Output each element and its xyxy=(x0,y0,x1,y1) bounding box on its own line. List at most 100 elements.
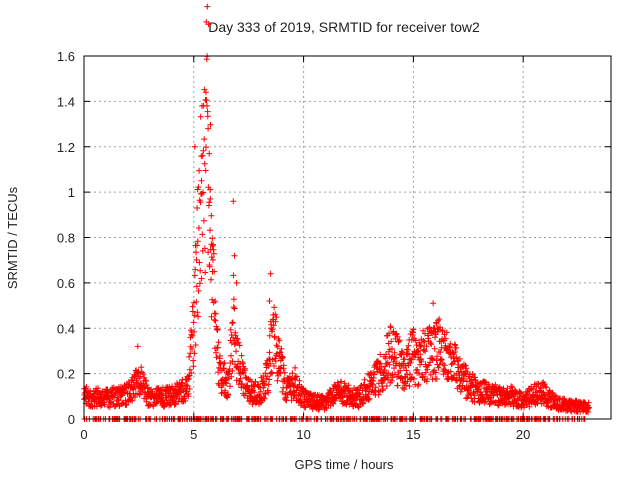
data-point xyxy=(208,241,215,248)
y-tick-label: 1.2 xyxy=(57,140,75,155)
data-point xyxy=(404,371,411,378)
data-point xyxy=(543,384,550,391)
data-point xyxy=(201,245,208,252)
data-point xyxy=(210,250,217,257)
grid-lines xyxy=(84,56,611,419)
data-point xyxy=(438,356,445,363)
data-point xyxy=(131,394,138,401)
data-point xyxy=(106,404,113,411)
data-point xyxy=(136,391,143,398)
data-point xyxy=(193,298,200,305)
data-point xyxy=(277,370,284,377)
data-point xyxy=(396,337,403,344)
data-point xyxy=(453,354,460,361)
data-point xyxy=(207,227,213,234)
y-tick-label: 0.4 xyxy=(57,321,75,336)
data-point xyxy=(228,352,234,359)
data-point xyxy=(391,349,398,356)
data-point xyxy=(214,344,221,351)
data-point xyxy=(218,390,225,397)
data-point xyxy=(201,160,208,167)
data-point xyxy=(208,313,215,320)
data-point xyxy=(101,401,108,408)
y-tick-label: 0.6 xyxy=(57,276,75,291)
data-point xyxy=(377,351,384,358)
data-point xyxy=(279,354,286,361)
data-point xyxy=(315,406,322,413)
data-point xyxy=(211,316,218,323)
data-point xyxy=(523,391,530,398)
data-point xyxy=(277,349,284,356)
data-point xyxy=(508,383,515,390)
data-point xyxy=(567,407,574,414)
data-point xyxy=(186,386,193,392)
data-point xyxy=(442,335,449,342)
data-point xyxy=(200,147,207,154)
data-point xyxy=(457,388,464,395)
data-point xyxy=(205,249,212,256)
y-tick-label: 0 xyxy=(68,412,75,427)
data-point xyxy=(410,326,417,333)
data-point xyxy=(251,389,258,396)
data-point xyxy=(399,384,406,391)
data-point xyxy=(274,343,281,350)
y-tick-label: 1.4 xyxy=(57,94,75,109)
data-point xyxy=(185,390,192,397)
data-point xyxy=(264,373,271,380)
data-point xyxy=(205,125,212,132)
data-point xyxy=(492,381,499,388)
data-point xyxy=(196,280,203,287)
data-point xyxy=(470,381,477,388)
data-point xyxy=(279,388,286,395)
data-point xyxy=(129,397,136,404)
data-point xyxy=(201,86,208,93)
data-point xyxy=(272,355,278,362)
data-point xyxy=(233,279,240,286)
data-point xyxy=(231,252,238,259)
data-point xyxy=(427,371,434,378)
data-point xyxy=(401,356,408,363)
data-point xyxy=(189,308,196,315)
data-point xyxy=(422,348,429,355)
y-axis-label: SRMTID / TECUs xyxy=(5,186,20,289)
data-point xyxy=(202,89,209,96)
data-point xyxy=(193,256,200,263)
data-point xyxy=(322,404,329,411)
data-point xyxy=(375,391,382,398)
data-point xyxy=(436,316,443,323)
data-point xyxy=(267,270,274,277)
data-point xyxy=(251,382,258,389)
data-point xyxy=(154,399,160,406)
data-point xyxy=(208,254,215,261)
data-point xyxy=(401,386,408,393)
data-point xyxy=(432,334,438,341)
data-point xyxy=(196,167,203,174)
data-point xyxy=(288,376,295,382)
data-point xyxy=(230,304,237,311)
data-point xyxy=(202,269,209,276)
data-point xyxy=(526,403,533,410)
data-point xyxy=(207,121,214,128)
data-point xyxy=(442,342,449,349)
data-point xyxy=(255,383,262,390)
data-point xyxy=(421,338,428,345)
data-point xyxy=(195,287,202,294)
data-point xyxy=(462,362,469,369)
data-point xyxy=(198,275,205,282)
data-point xyxy=(535,381,542,388)
data-point xyxy=(292,364,299,371)
data-point xyxy=(238,352,245,359)
data-point xyxy=(201,136,208,143)
data-point xyxy=(425,362,432,369)
data-point xyxy=(460,377,467,384)
data-point xyxy=(418,342,425,349)
data-point xyxy=(371,371,378,378)
data-point xyxy=(455,361,462,368)
data-point xyxy=(179,379,186,386)
data-point xyxy=(383,383,390,389)
data-point xyxy=(252,378,259,385)
data-point xyxy=(276,337,283,344)
data-point xyxy=(192,342,199,348)
data-point xyxy=(192,266,199,273)
